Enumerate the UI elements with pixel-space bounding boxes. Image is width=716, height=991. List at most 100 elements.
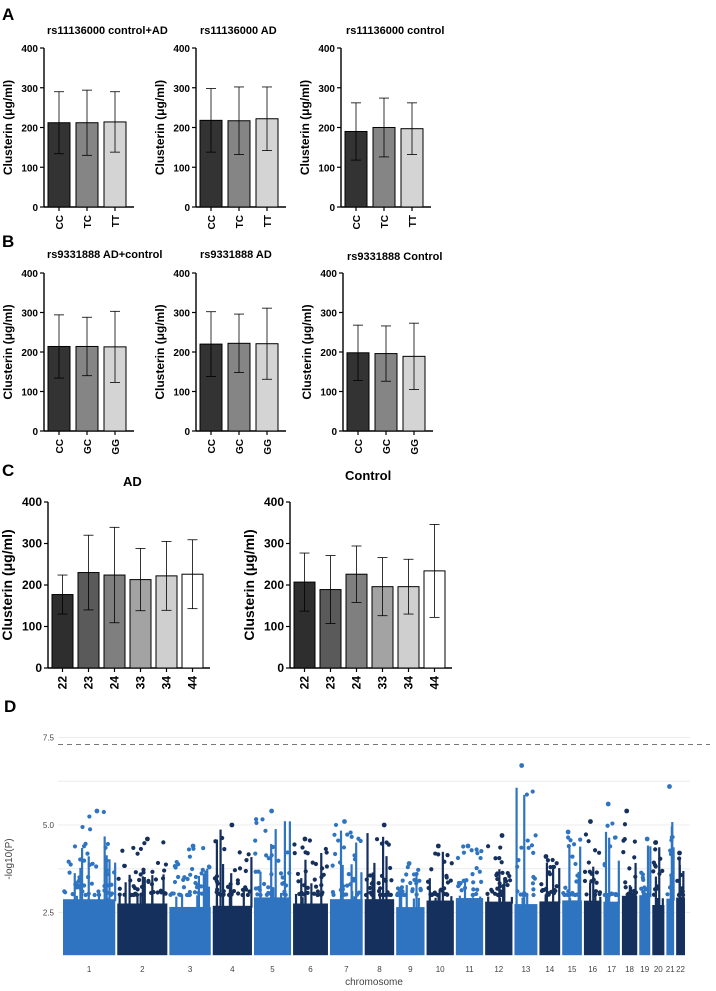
x-tick-label: 16 [588,965,597,974]
snp-point [349,834,354,839]
snp-point [475,887,480,892]
point-spike [450,896,453,903]
chart-title: rs9331888 Control [347,251,442,263]
snp-point [134,892,139,897]
snp-point [438,887,444,892]
point-spike [270,843,273,900]
point-spike [434,897,437,903]
point-spike [128,874,131,906]
snp-point [101,809,106,815]
snp-point [318,892,324,897]
y-tick-label: 400 [318,44,335,55]
snp-point [677,856,682,861]
point-spike [654,876,658,907]
bar-chart-3: rs11136000 control 0 100 200 300 400 Clusterin… [298,25,444,229]
snp-point [608,844,613,849]
snp-point [292,850,297,856]
snp-point [414,892,419,897]
snp-point [653,864,658,869]
snp-point [352,877,357,882]
chromosome-16 [582,819,603,956]
snp-point [668,852,674,857]
snp-peak-point [435,843,441,849]
point-spike [219,829,222,908]
chromosome-18 [621,808,639,956]
snp-point [395,891,400,896]
snp-point [85,875,91,880]
point-spike [75,895,78,902]
snp-point [498,845,503,850]
snp-point [89,881,94,886]
snp-point [228,882,233,887]
snp-point [364,877,369,882]
snp-point [529,843,535,848]
snp-point [376,880,381,886]
snp-point [333,822,339,828]
point-band [539,901,561,956]
snp-point [669,835,674,840]
snp-point [680,886,685,891]
snp-point [602,892,607,898]
point-band [514,904,538,956]
snp-point [120,848,125,853]
snp-point [80,889,85,894]
snp-point [383,892,388,898]
snp-point [261,881,267,887]
snp-point [163,891,168,896]
snp-point [572,892,578,898]
chromosome-5 [253,808,292,956]
y-tick-label: 0 [184,203,190,214]
y-tick-label: 400 [264,495,284,509]
snp-point [131,845,136,851]
snp-point [337,860,343,865]
y-tick-label: 100 [21,388,38,399]
snp-point [283,883,289,888]
snp-point [546,892,551,897]
snp-point [269,872,274,877]
point-spike [283,821,286,900]
snp-point [461,850,467,855]
snp-point [400,889,405,894]
snp-point [340,884,346,889]
chromosome-12 [485,833,513,956]
snp-point [561,891,566,896]
x-tick-label: TT [408,215,419,227]
snp-peak-point [605,801,611,807]
point-spike [441,851,444,903]
snp-point [610,821,615,826]
snp-point [313,861,319,867]
snp-point [178,892,183,898]
snp-point [531,887,536,892]
y-tick-label: 300 [264,537,284,551]
snp-point [675,878,680,883]
x-tick-label: GG [410,439,421,455]
point-band [293,903,328,956]
snp-point [196,890,201,895]
point-spike [108,859,111,902]
snp-point [384,840,389,845]
snp-point [445,892,450,897]
point-spike [207,886,211,909]
x-tick-label: 34 [160,676,174,690]
point-spike [341,864,344,902]
point-spike [279,892,283,900]
snp-point [303,850,308,855]
x-tick-label: 20 [654,965,663,974]
snp-point [412,877,417,883]
snp-point [449,861,454,866]
point-spike [646,872,650,898]
snp-point [436,852,441,857]
snp-point [651,892,657,897]
snp-point [133,870,138,875]
point-spike [634,862,637,898]
point-spike [105,855,108,902]
snp-point [461,844,466,849]
snp-point [478,855,483,861]
snp-point [137,877,142,883]
snp-point [377,892,383,898]
snp-point [575,873,580,878]
snp-point [315,889,320,894]
point-spike [658,847,661,907]
chart-title: rs9331888 AD+control [47,249,162,261]
